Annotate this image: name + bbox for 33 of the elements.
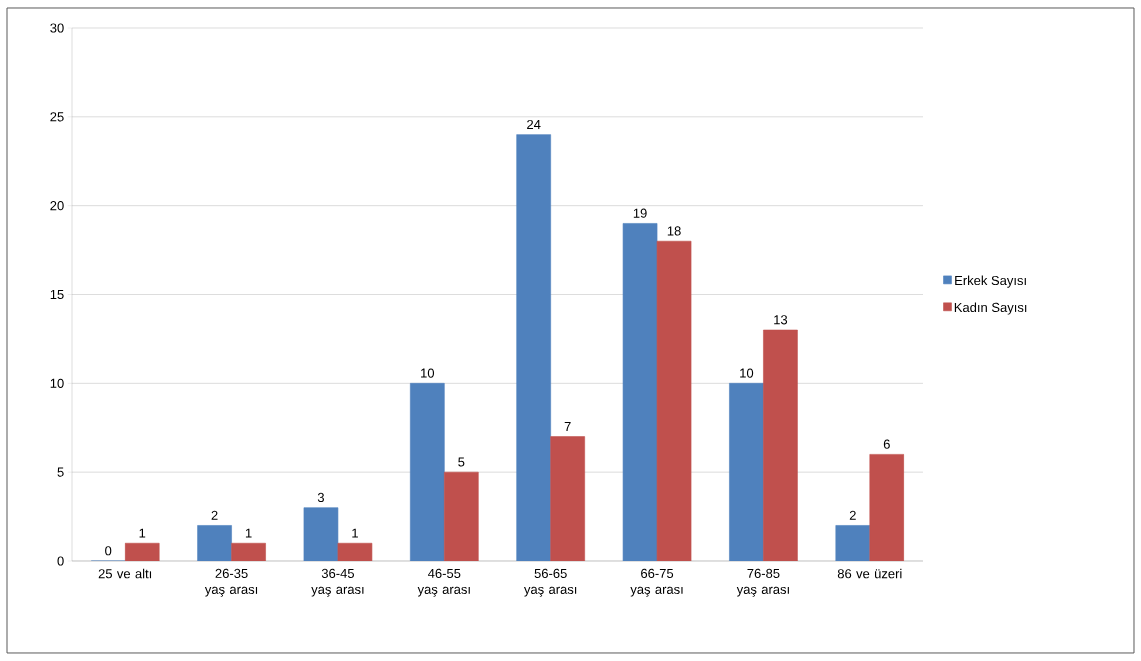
y-tick-label: 20 bbox=[50, 201, 64, 211]
y-tick-label: 15 bbox=[50, 289, 64, 300]
data-label: 1 bbox=[245, 528, 252, 538]
data-label: 6 bbox=[883, 439, 890, 449]
data-label: 19 bbox=[633, 208, 647, 218]
data-label: 1 bbox=[139, 528, 146, 538]
data-label: 7 bbox=[564, 422, 571, 431]
data-label: 10 bbox=[421, 368, 435, 378]
data-label: 1 bbox=[352, 528, 358, 538]
y-tick-label: 0 bbox=[57, 556, 64, 566]
data-label: 18 bbox=[667, 226, 681, 236]
x-tick-label: 76-85 yaş arası bbox=[736, 568, 789, 597]
x-tick-label: 26-35 yaş arası bbox=[204, 568, 258, 597]
data-label: 10 bbox=[740, 368, 754, 378]
data-label: 2 bbox=[211, 510, 218, 520]
x-tick-label: 56-65 yaş arası bbox=[523, 568, 577, 597]
data-label: 5 bbox=[458, 457, 465, 467]
data-label: 3 bbox=[317, 492, 324, 503]
y-tick-label: 25 bbox=[50, 112, 64, 122]
y-tick-label: 10 bbox=[50, 378, 64, 388]
x-tick-label: 86 ve üzeri bbox=[837, 568, 902, 579]
x-tick-label: 36-45 yaş arası bbox=[311, 568, 364, 597]
legend-label: Erkek Sayısı bbox=[955, 275, 1026, 288]
data-label: 24 bbox=[527, 119, 541, 129]
y-tick-label: 5 bbox=[57, 467, 64, 477]
x-tick-label: 46-55 yaş arası bbox=[417, 568, 470, 597]
data-label: 2 bbox=[849, 510, 856, 520]
legend-label: Kadın Sayısı bbox=[954, 302, 1027, 315]
x-tick-label: 25 ve altı bbox=[98, 568, 152, 579]
data-label: 0 bbox=[105, 546, 112, 556]
x-tick-label: 66-75 yaş arası bbox=[630, 568, 683, 597]
data-label: 13 bbox=[774, 315, 788, 325]
y-tick-label: 30 bbox=[50, 23, 64, 33]
